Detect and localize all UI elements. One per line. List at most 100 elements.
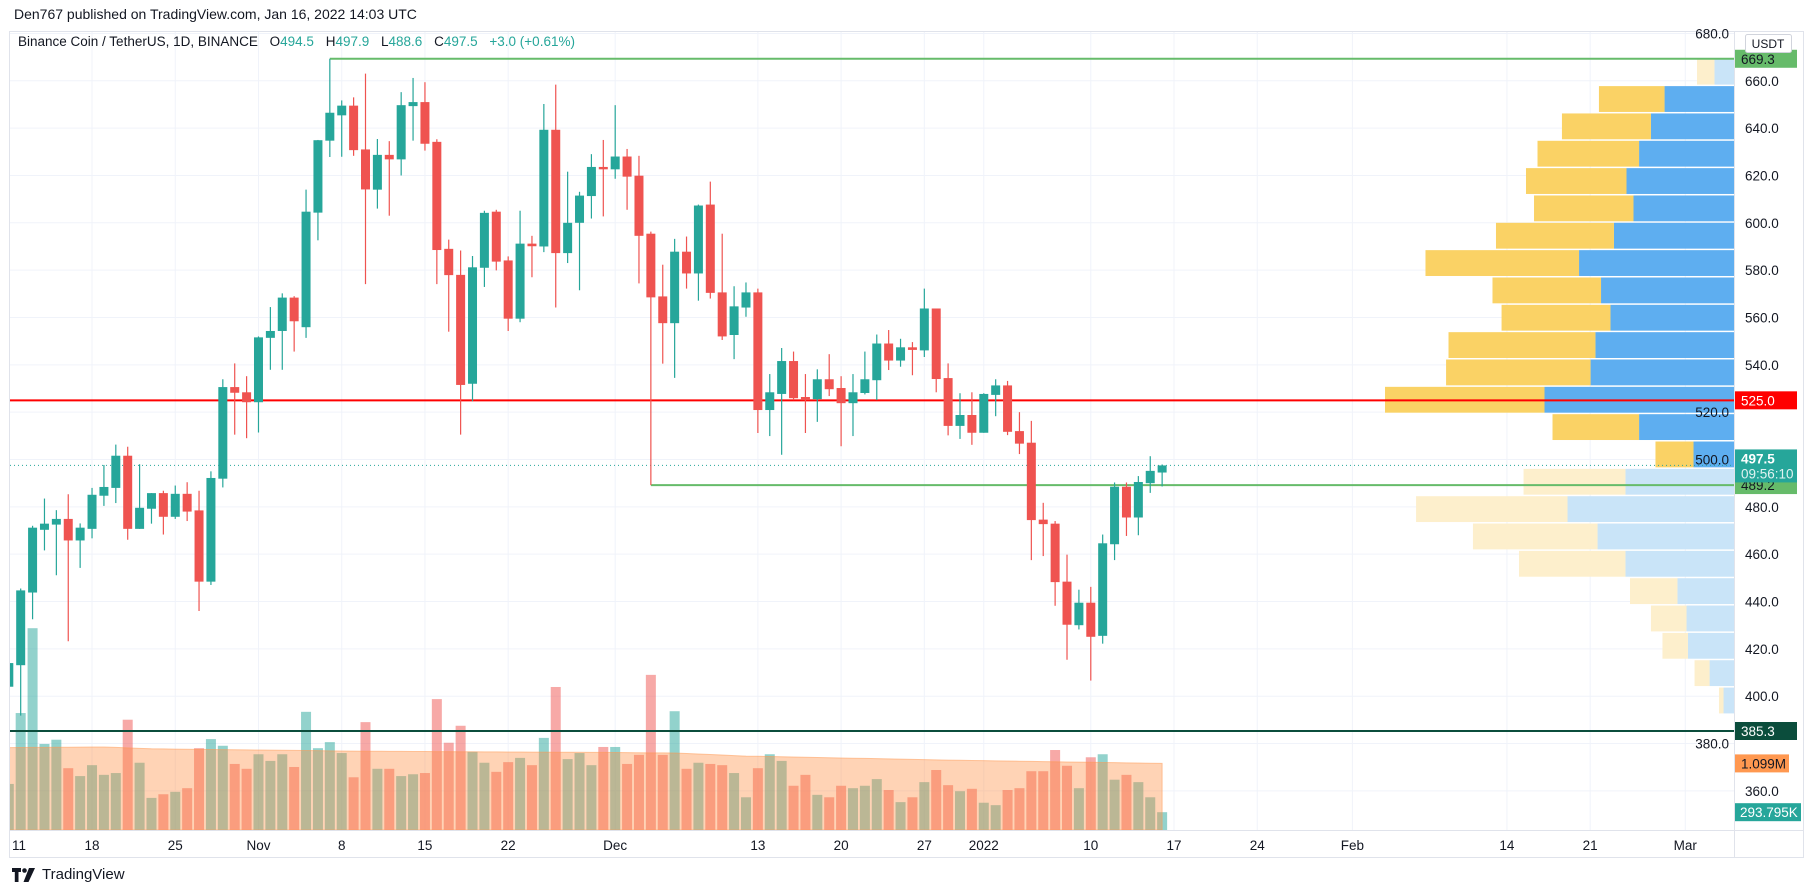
price-tick-label: 680.0 [1695,26,1729,41]
time-tick-label: 11 [12,838,26,853]
currency-label: USDT [1752,37,1785,51]
candle-body [753,292,763,411]
footer-brand[interactable]: TradingView [42,866,125,883]
volume-profile-down [1552,414,1640,441]
price-levels[interactable] [10,57,1734,732]
candle-body [182,493,192,512]
high-value: 497.9 [335,34,370,49]
volume-bar [241,768,252,830]
candle [741,282,751,317]
volume-bar [931,770,942,830]
volume-profile-down [1525,168,1627,194]
candle-body [372,154,382,190]
volume-bar [503,762,514,830]
volume-profile-down [1523,468,1626,495]
candle-body [468,267,478,384]
countdown-label: 09:56:10 [1741,466,1794,481]
volume-profile-down [1718,687,1724,714]
volume-profile-up [1633,195,1734,222]
candle [146,493,156,524]
candle [765,374,775,437]
volume-profile-up [1664,86,1734,112]
volume-profile [1385,58,1734,714]
currency-tag[interactable]: USDT [1745,34,1792,53]
candle [610,105,620,179]
candle [420,82,430,151]
candle [563,171,573,264]
change-value: +3.0 (+0.61%) [489,34,575,49]
volume-bar [681,768,692,830]
candle [598,139,608,217]
candle [289,296,299,352]
volume-bar [396,776,407,830]
time-tick-label: 27 [917,838,932,853]
candle [16,588,26,716]
candle-body [87,494,97,529]
candle [194,490,204,611]
candle [39,498,49,551]
volume-bar [479,762,490,830]
candle-body [349,105,359,151]
candle-body [242,392,252,403]
candle-body [670,251,680,324]
tradingview-logo-icon [12,867,35,882]
candle [1062,554,1072,660]
publish-info: Den767 published on TradingView.com, Jan… [14,6,417,22]
volume-bar [776,760,787,830]
candle [111,444,121,504]
volume-bar [836,785,847,830]
volume-bar [265,760,276,830]
candle-body [634,175,644,236]
volume-bar [182,788,193,830]
candle [301,189,311,338]
candle [158,490,168,535]
volume-profile-up [1597,523,1734,550]
candle [979,393,989,433]
volume-bar [301,711,312,830]
volume-tag [1735,803,1801,822]
candle-body [1062,581,1072,625]
candle [206,471,216,585]
candle [1074,589,1084,630]
candle [1086,586,1096,681]
candle-body [884,343,894,361]
volume-profile-down [1655,441,1694,468]
candle [135,464,145,529]
time-axis[interactable]: 11 18 25 Nov 8 15 22 Dec 13 20 27 2022 10 17 24 Feb 14 21… [12,838,1697,853]
level-tag-red-level [1735,391,1797,410]
price-tick-label: 540.0 [1745,358,1779,373]
time-tick-label: 24 [1250,838,1266,853]
volume-profile-up [1677,578,1734,605]
footer: TradingView [12,866,125,883]
candle [551,84,561,308]
candle [931,308,941,393]
time-tick-label: 21 [1583,838,1598,853]
volume-profile-up [1590,359,1734,386]
volume-bar [515,757,526,830]
candle-body [1003,385,1013,432]
candle [51,510,61,576]
price-tick-label: 460.0 [1745,547,1779,562]
time-tick-label: 14 [1499,838,1515,853]
candle [836,376,846,447]
volume-profile-down [1519,550,1626,577]
candle-body [396,105,406,160]
price-axis[interactable]: 680.0 660.0 640.0 620.0 600.0 580.0 560.0 540.0… [1695,26,1779,798]
volume-profile-up [1613,222,1734,249]
volume-profile-down [1697,58,1715,85]
volume-profile-down [1537,140,1640,167]
time-tick-label: 8 [338,838,346,853]
price-tick-label: 660.0 [1745,74,1779,89]
candle-body [16,590,26,666]
volume-profile-down [1650,605,1687,632]
volume-bar [895,802,906,830]
volume-bar [598,746,609,830]
volume-bar [360,722,371,830]
volume-bar [1014,788,1025,830]
candle [182,482,192,522]
symbol-legend: Binance Coin / TetherUS, 1D, BINANCE O49… [18,34,575,49]
time-tick-label: Mar [1674,838,1698,853]
symbol-name[interactable]: Binance Coin / TetherUS, 1D, BINANCE [18,34,258,49]
volume-bar [467,751,478,830]
